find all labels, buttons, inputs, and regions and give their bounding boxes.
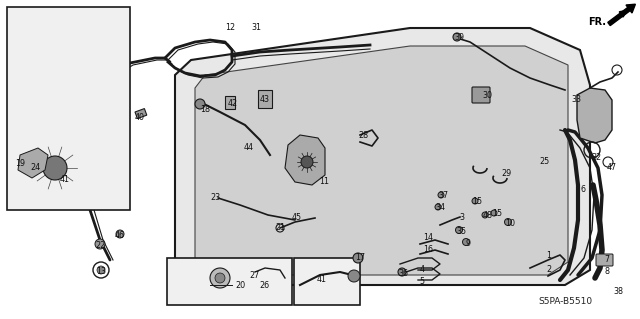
Text: 46: 46 bbox=[115, 231, 125, 240]
Circle shape bbox=[43, 156, 67, 180]
Circle shape bbox=[353, 253, 363, 263]
Circle shape bbox=[301, 156, 313, 168]
Text: 15: 15 bbox=[472, 197, 482, 206]
Text: 14: 14 bbox=[423, 234, 433, 242]
Text: 41: 41 bbox=[60, 175, 70, 184]
Text: 48: 48 bbox=[483, 211, 493, 220]
Text: 24: 24 bbox=[30, 164, 40, 173]
Text: 43: 43 bbox=[260, 95, 270, 105]
Bar bbox=[167, 258, 292, 305]
Text: 6: 6 bbox=[580, 186, 586, 195]
Circle shape bbox=[116, 230, 124, 238]
Bar bbox=[258, 90, 272, 108]
Text: 32: 32 bbox=[591, 152, 601, 161]
Polygon shape bbox=[18, 148, 48, 178]
Text: 38: 38 bbox=[613, 286, 623, 295]
Text: 16: 16 bbox=[423, 246, 433, 255]
FancyBboxPatch shape bbox=[596, 254, 613, 266]
Bar bbox=[7, 7, 130, 210]
Text: 3: 3 bbox=[460, 213, 465, 222]
Circle shape bbox=[435, 204, 441, 210]
Circle shape bbox=[472, 198, 478, 204]
Text: 39: 39 bbox=[454, 33, 464, 41]
Bar bbox=[294, 258, 360, 305]
Text: 18: 18 bbox=[200, 105, 210, 114]
Text: 7: 7 bbox=[604, 256, 609, 264]
Text: 21: 21 bbox=[275, 224, 285, 233]
Text: 28: 28 bbox=[358, 130, 368, 139]
Text: 10: 10 bbox=[505, 219, 515, 227]
Text: 33: 33 bbox=[571, 94, 581, 103]
Circle shape bbox=[97, 266, 105, 274]
Circle shape bbox=[210, 268, 230, 288]
Text: 41: 41 bbox=[317, 276, 327, 285]
Text: 12: 12 bbox=[225, 23, 235, 32]
Text: 19: 19 bbox=[15, 159, 25, 167]
Circle shape bbox=[463, 239, 470, 246]
Text: 47: 47 bbox=[607, 164, 617, 173]
Text: 2: 2 bbox=[547, 265, 552, 275]
Text: 13: 13 bbox=[96, 266, 106, 276]
Text: 36: 36 bbox=[398, 269, 408, 278]
Circle shape bbox=[438, 192, 444, 198]
Text: FR.: FR. bbox=[588, 17, 606, 27]
Circle shape bbox=[504, 219, 511, 226]
Text: 23: 23 bbox=[210, 194, 220, 203]
Text: S5PA-B5510: S5PA-B5510 bbox=[538, 298, 592, 307]
Text: 45: 45 bbox=[292, 213, 302, 222]
Polygon shape bbox=[285, 135, 325, 185]
Text: 15: 15 bbox=[492, 210, 502, 219]
Text: 22: 22 bbox=[95, 241, 105, 249]
Polygon shape bbox=[175, 28, 590, 285]
Text: 8: 8 bbox=[605, 268, 609, 277]
Text: 31: 31 bbox=[251, 23, 261, 32]
Circle shape bbox=[453, 33, 461, 41]
Text: 1: 1 bbox=[547, 250, 552, 259]
Text: 26: 26 bbox=[259, 281, 269, 291]
Circle shape bbox=[482, 212, 488, 218]
Text: 5: 5 bbox=[419, 277, 424, 286]
Circle shape bbox=[398, 268, 406, 276]
Text: 17: 17 bbox=[355, 254, 365, 263]
FancyArrow shape bbox=[608, 4, 636, 26]
Polygon shape bbox=[195, 46, 568, 275]
Text: 20: 20 bbox=[235, 280, 245, 290]
Text: 11: 11 bbox=[319, 176, 329, 186]
Text: 40: 40 bbox=[135, 113, 145, 122]
Circle shape bbox=[348, 270, 360, 282]
Text: 4: 4 bbox=[419, 265, 424, 275]
Bar bbox=[225, 96, 235, 109]
Polygon shape bbox=[577, 88, 612, 143]
Circle shape bbox=[215, 273, 225, 283]
Bar bbox=[135, 108, 147, 119]
Text: 25: 25 bbox=[540, 158, 550, 167]
Text: 42: 42 bbox=[228, 99, 238, 108]
Text: 27: 27 bbox=[250, 271, 260, 279]
Text: 44: 44 bbox=[244, 144, 254, 152]
FancyBboxPatch shape bbox=[472, 87, 490, 103]
Circle shape bbox=[456, 226, 463, 234]
Text: 9: 9 bbox=[465, 240, 470, 249]
Text: 35: 35 bbox=[456, 226, 466, 235]
Text: 30: 30 bbox=[482, 92, 492, 100]
Circle shape bbox=[95, 239, 105, 249]
Circle shape bbox=[491, 210, 497, 216]
Text: 34: 34 bbox=[435, 204, 445, 212]
Text: 37: 37 bbox=[438, 191, 448, 201]
Text: 29: 29 bbox=[502, 169, 512, 179]
Circle shape bbox=[195, 99, 205, 109]
